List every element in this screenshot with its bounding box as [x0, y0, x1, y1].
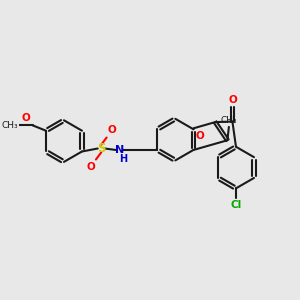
Text: CH₃: CH₃ [220, 116, 237, 125]
Text: H: H [119, 154, 128, 164]
Text: O: O [107, 125, 116, 135]
Text: O: O [87, 162, 95, 172]
Text: Cl: Cl [230, 200, 242, 210]
Text: O: O [196, 130, 204, 140]
Text: N: N [115, 145, 124, 155]
Text: S: S [97, 142, 106, 155]
Text: O: O [22, 113, 31, 123]
Text: CH₃: CH₃ [1, 121, 18, 130]
Text: O: O [228, 95, 237, 106]
